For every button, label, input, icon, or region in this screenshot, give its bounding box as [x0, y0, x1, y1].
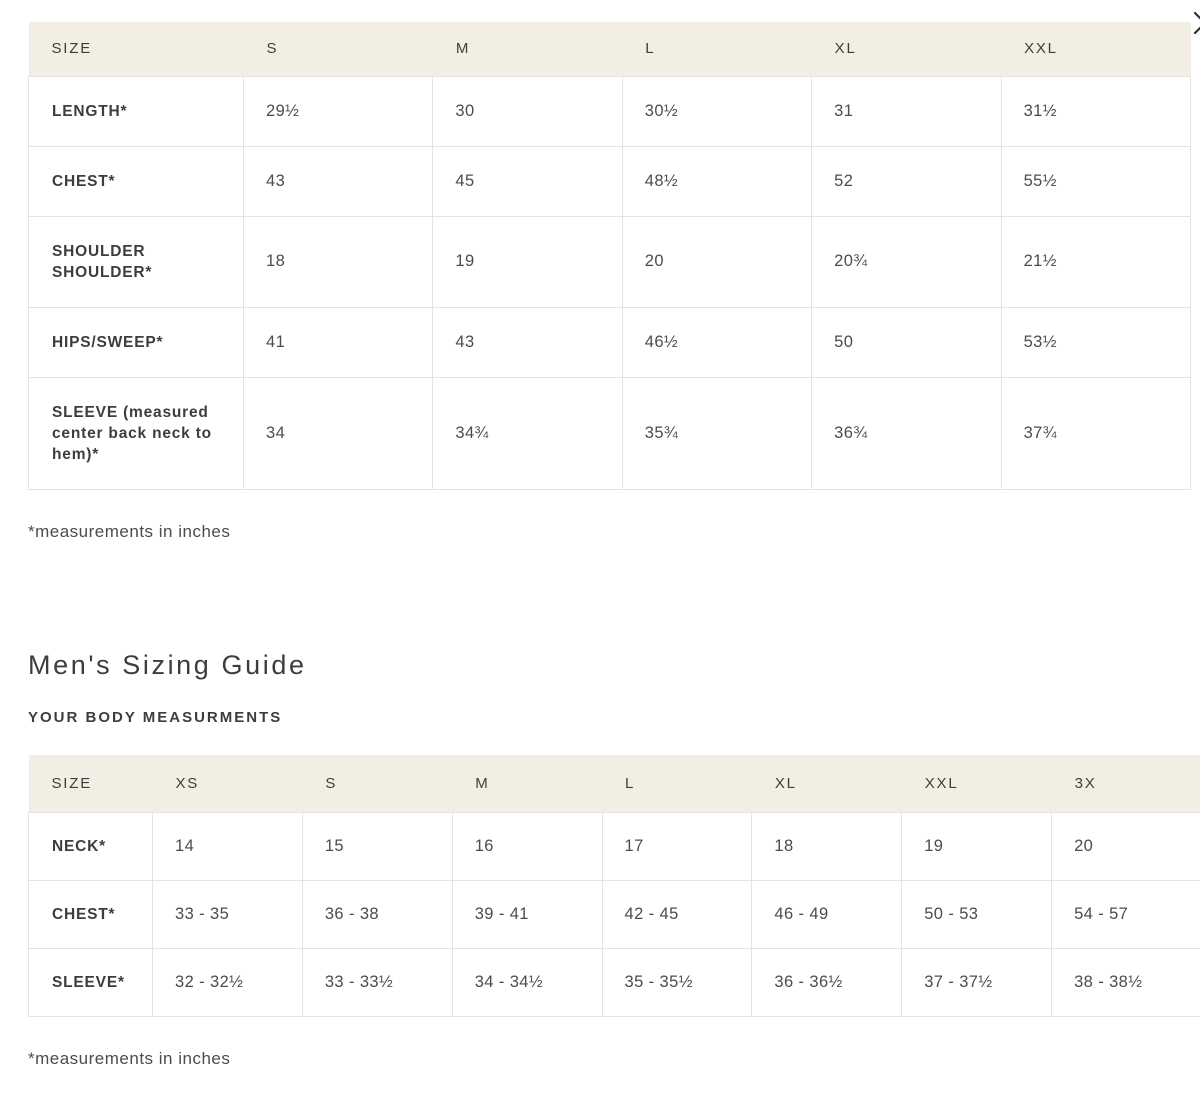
size-cell: 37¾ [1000, 376, 1192, 490]
size-cell: 35 - 35½ [601, 948, 753, 1017]
column-header-m: M [432, 22, 623, 76]
size-cell: 39 - 41 [451, 880, 603, 949]
size-cell: 33 - 33½ [301, 948, 453, 1017]
size-cell: 48½ [621, 145, 813, 217]
size-cell: 19 [432, 215, 623, 308]
column-header-s: S [243, 22, 433, 76]
table-row-hips-sweep: HIPS/SWEEP* 41 43 46½ 50 53½ [28, 306, 1192, 378]
row-label: HIPS/SWEEP* [28, 306, 244, 378]
column-header-xl: XL [811, 22, 1002, 76]
size-cell: 30 [432, 75, 623, 147]
body-measurements-table: SIZE XS S M L XL XXL 3X NECK* 14 15 16 1… [28, 754, 1200, 1017]
size-cell: 34 [242, 376, 434, 490]
table-row-chest: CHEST* 33 - 35 36 - 38 39 - 41 42 - 45 4… [28, 880, 1200, 949]
row-label: SLEEVE* [28, 948, 153, 1017]
column-header-m: M [452, 754, 603, 813]
size-cell: 20 [1051, 812, 1200, 881]
column-header-xxl: XXL [901, 754, 1052, 813]
table-row-sleeve: SLEEVE* 32 - 32½ 33 - 33½ 34 - 34½ 35 - … [28, 948, 1200, 1017]
row-label: SLEEVE (measured center back neck to hem… [28, 376, 244, 490]
garment-size-table: SIZE S M L XL XXL LENGTH* 29½ 30 30½ 31 … [28, 22, 1192, 490]
garment-table-footnote: *measurements in inches [28, 521, 231, 541]
size-cell: 31 [811, 75, 1002, 147]
table-row-neck: NECK* 14 15 16 17 18 19 20 [28, 812, 1200, 881]
size-cell: 29½ [242, 75, 434, 147]
size-cell: 15 [301, 812, 453, 881]
size-cell: 17 [601, 812, 753, 881]
size-cell: 36 - 36½ [751, 948, 903, 1017]
table-row-length: LENGTH* 29½ 30 30½ 31 31½ [28, 75, 1192, 147]
size-cell: 20¾ [811, 215, 1002, 308]
body-table-footnote: *measurements in inches [28, 1049, 231, 1068]
row-label: CHEST* [28, 880, 153, 949]
column-header-s: S [302, 754, 453, 813]
row-label: CHEST* [28, 145, 244, 217]
garment-table-header-row: SIZE S M L XL XXL [28, 22, 1191, 76]
column-header-l: L [602, 754, 752, 813]
row-label: SHOULDER SHOULDER* [28, 215, 244, 308]
size-cell: 54 - 57 [1051, 880, 1200, 949]
column-header-size: SIZE [28, 22, 244, 76]
size-cell: 50 - 53 [901, 880, 1053, 949]
body-table-header-row: SIZE XS S M L XL XXL 3X [28, 754, 1200, 813]
size-cell: 38 - 38½ [1051, 948, 1200, 1017]
column-header-l: L [622, 22, 812, 76]
size-cell: 42 - 45 [601, 880, 753, 949]
size-cell: 45 [432, 145, 623, 217]
column-header-xs: XS [152, 754, 303, 813]
table-row-chest: CHEST* 43 45 48½ 52 55½ [28, 145, 1192, 217]
size-cell: 53½ [1000, 306, 1192, 378]
size-cell: 14 [152, 812, 303, 881]
row-label: LENGTH* [28, 75, 244, 147]
size-cell: 30½ [621, 75, 813, 147]
close-button[interactable] [1190, 8, 1200, 38]
size-cell: 18 [751, 812, 903, 881]
size-cell: 46½ [621, 306, 813, 378]
column-header-xxl: XXL [1001, 22, 1191, 76]
size-cell: 21½ [1000, 215, 1192, 308]
size-cell: 43 [432, 306, 623, 378]
size-cell: 16 [451, 812, 603, 881]
size-cell: 43 [242, 145, 434, 217]
size-cell: 46 - 49 [751, 880, 903, 949]
size-cell: 18 [242, 215, 434, 308]
table-row-shoulder: SHOULDER SHOULDER* 18 19 20 20¾ 21½ [28, 215, 1192, 308]
column-header-3x: 3X [1051, 754, 1200, 813]
size-cell: 19 [901, 812, 1053, 881]
close-icon [1193, 11, 1200, 35]
size-cell: 41 [242, 306, 434, 378]
size-cell: 50 [811, 306, 1002, 378]
size-cell: 34¾ [432, 376, 623, 490]
size-cell: 33 - 35 [152, 880, 303, 949]
table-row-sleeve: SLEEVE (measured center back neck to hem… [28, 376, 1192, 490]
size-cell: 37 - 37½ [901, 948, 1053, 1017]
page-title: Men's Sizing Guide [28, 649, 307, 680]
size-cell: 36 - 38 [301, 880, 453, 949]
size-cell: 32 - 32½ [152, 948, 303, 1017]
size-cell: 55½ [1000, 145, 1192, 217]
column-header-size: SIZE [28, 754, 153, 813]
row-label: NECK* [28, 812, 153, 881]
section-subtitle: YOUR BODY MEASURMENTS [28, 708, 283, 726]
size-cell: 34 - 34½ [451, 948, 603, 1017]
size-cell: 52 [811, 145, 1002, 217]
size-cell: 31½ [1000, 75, 1192, 147]
column-header-xl: XL [751, 754, 902, 813]
size-cell: 35¾ [621, 376, 813, 490]
size-cell: 20 [621, 215, 813, 308]
size-cell: 36¾ [811, 376, 1002, 490]
